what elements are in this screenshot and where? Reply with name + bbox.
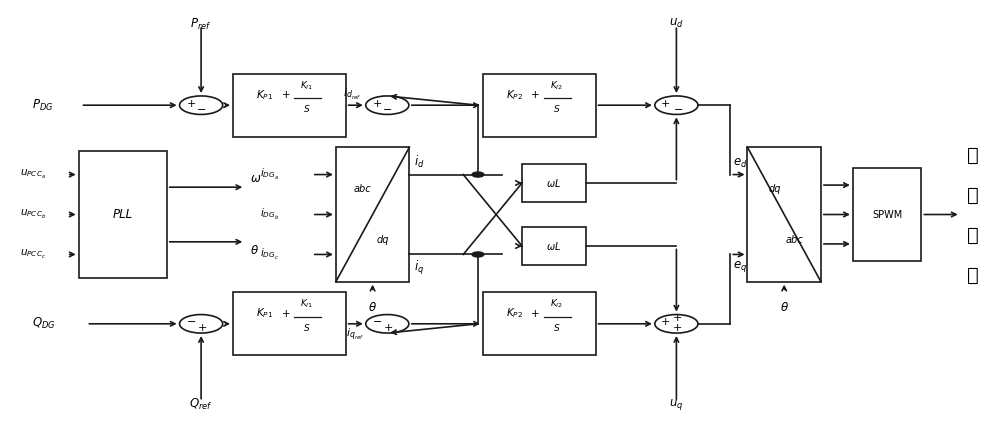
Text: $i_{DG_b}$: $i_{DG_b}$ (260, 207, 279, 222)
Text: $\omega L$: $\omega L$ (546, 240, 561, 252)
Text: $+$: $+$ (530, 308, 540, 319)
Text: dq: dq (768, 184, 781, 194)
Text: +: + (373, 99, 382, 109)
Bar (483, 292, 596, 355)
Text: $u_d$: $u_d$ (669, 17, 684, 30)
Text: $e_q$: $e_q$ (733, 259, 747, 274)
Text: +: + (661, 317, 670, 327)
Text: $K_{P1}$: $K_{P1}$ (256, 88, 273, 102)
Text: $\omega L$: $\omega L$ (546, 177, 561, 189)
Text: $e_d$: $e_d$ (733, 157, 748, 170)
Text: +: + (197, 323, 207, 333)
Text: $K_{I1}$: $K_{I1}$ (300, 298, 314, 310)
Text: −: − (674, 105, 683, 115)
Text: $P_{ref}$: $P_{ref}$ (190, 17, 212, 32)
Text: −: − (196, 105, 206, 115)
Text: +: + (384, 323, 393, 333)
Text: $i_q$: $i_q$ (414, 259, 424, 277)
Text: dq: dq (376, 235, 389, 245)
Text: 信: 信 (967, 226, 979, 245)
Circle shape (472, 252, 484, 257)
Text: $S$: $S$ (553, 103, 561, 114)
Text: $K_{P1}$: $K_{P1}$ (256, 306, 273, 320)
Bar (522, 227, 586, 265)
Text: $\theta$: $\theta$ (250, 244, 259, 257)
Text: +: + (187, 99, 196, 109)
Text: $u_{PCC_c}$: $u_{PCC_c}$ (20, 248, 46, 261)
Bar (233, 74, 346, 137)
Text: SPWM: SPWM (872, 209, 902, 220)
Bar (747, 147, 821, 282)
Text: $S$: $S$ (303, 103, 311, 114)
Text: 脉: 脉 (967, 146, 979, 165)
Text: $+$: $+$ (530, 89, 540, 100)
Text: $K_{P2}$: $K_{P2}$ (506, 306, 523, 320)
Text: $S$: $S$ (303, 322, 311, 333)
Text: PLL: PLL (113, 208, 133, 221)
Bar (233, 292, 346, 355)
Text: $i_{DG_c}$: $i_{DG_c}$ (260, 247, 279, 262)
Bar (853, 168, 921, 261)
Text: +: + (661, 99, 670, 109)
Text: $i_{DG_a}$: $i_{DG_a}$ (260, 167, 279, 182)
Text: $K_{I2}$: $K_{I2}$ (550, 298, 563, 310)
Bar (79, 151, 167, 278)
Text: −: − (383, 105, 392, 115)
Text: abc: abc (785, 235, 803, 245)
Text: abc: abc (354, 184, 372, 194)
Text: $\theta$: $\theta$ (780, 301, 789, 314)
Text: $S$: $S$ (553, 322, 561, 333)
Text: $i_d$: $i_d$ (414, 154, 425, 170)
Bar (522, 164, 586, 202)
Text: $Q_{DG}$: $Q_{DG}$ (32, 316, 55, 331)
Text: $u_{PCC_a}$: $u_{PCC_a}$ (20, 168, 46, 181)
Bar (336, 147, 409, 282)
Text: $K_{P2}$: $K_{P2}$ (506, 88, 523, 102)
Text: $u_{PCC_b}$: $u_{PCC_b}$ (20, 208, 46, 221)
Text: −: − (373, 317, 382, 327)
Text: $K_{I1}$: $K_{I1}$ (300, 79, 314, 92)
Text: $\omega$: $\omega$ (250, 172, 261, 185)
Circle shape (472, 172, 484, 177)
Text: $P_{DG}$: $P_{DG}$ (32, 98, 53, 113)
Text: $u_q$: $u_q$ (669, 397, 684, 412)
Text: $i_{q_{ref}}$: $i_{q_{ref}}$ (346, 326, 364, 342)
Text: −: − (187, 317, 196, 327)
Text: +: + (673, 323, 682, 333)
Bar (483, 74, 596, 137)
Text: $+$: $+$ (281, 308, 290, 319)
Text: +: + (673, 313, 682, 323)
Text: 号: 号 (967, 266, 979, 285)
Text: $i_{d_{ref}}$: $i_{d_{ref}}$ (343, 87, 361, 102)
Text: $\theta$: $\theta$ (368, 301, 377, 314)
Text: $+$: $+$ (281, 89, 290, 100)
Text: $Q_{ref}$: $Q_{ref}$ (189, 397, 213, 412)
Text: $K_{I2}$: $K_{I2}$ (550, 79, 563, 92)
Text: 冲: 冲 (967, 186, 979, 205)
